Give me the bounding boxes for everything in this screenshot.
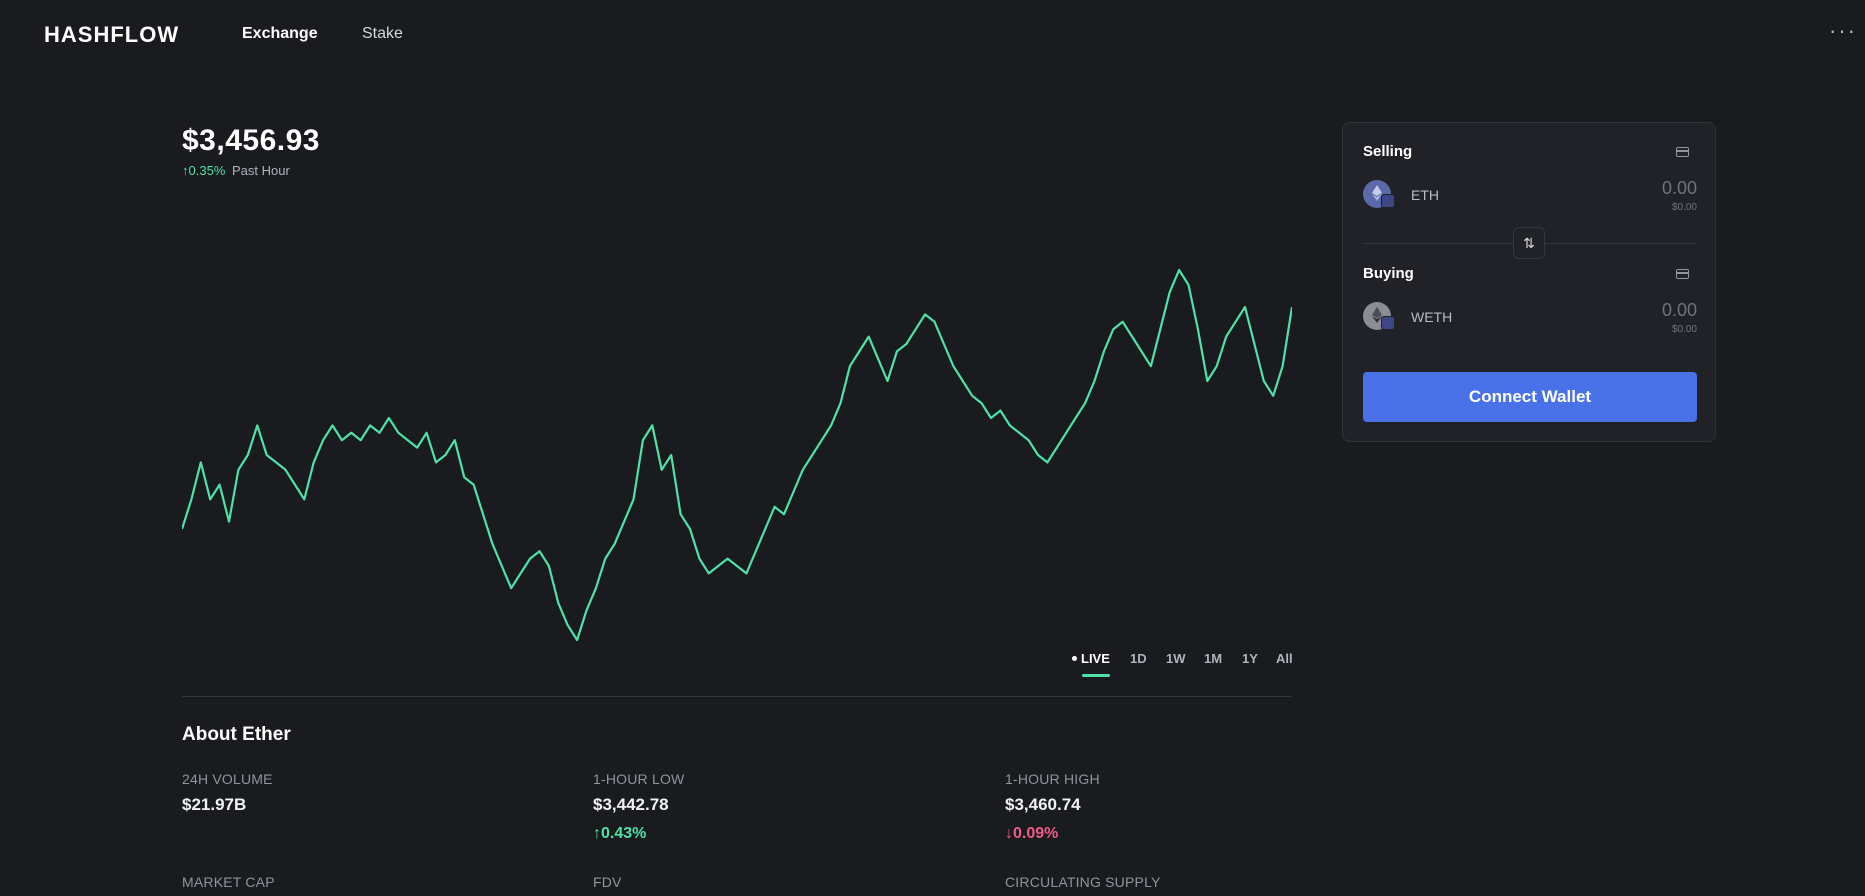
stat-value: $3,460.74	[1005, 795, 1081, 814]
price-change-period: Past Hour	[232, 163, 290, 178]
ethereum-diamond-icon	[1372, 185, 1382, 201]
chain-badge-icon	[1381, 316, 1395, 330]
stat-value: $3,442.78	[593, 795, 669, 814]
stat-change: ↑0.43%	[593, 825, 647, 842]
nav-stake[interactable]: Stake	[362, 25, 403, 42]
chain-badge-icon	[1381, 194, 1395, 208]
wallet-icon[interactable]	[1676, 269, 1689, 279]
stat-label: 24H VOLUME	[182, 771, 273, 787]
stat-label: 1-HOUR LOW	[593, 771, 685, 787]
stat-1h-low: 1-HOUR LOW $3,442.78 ↑0.43%	[593, 771, 684, 843]
connect-wallet-button[interactable]: Connect Wallet	[1363, 372, 1697, 422]
swap-card: Selling ETH 0.00 $0.00 ⇅ Buying	[1342, 122, 1716, 442]
token-price: $3,456.93	[182, 124, 320, 157]
range-live[interactable]: LIVE	[1072, 651, 1110, 666]
ethereum-diamond-icon	[1372, 307, 1382, 323]
buying-amount-input[interactable]: 0.00	[1661, 300, 1697, 320]
stat-label: FDV	[593, 874, 622, 890]
range-1d[interactable]: 1D	[1130, 651, 1147, 666]
stat-change: ↓0.09%	[1005, 825, 1059, 842]
buying-token-name: WETH	[1411, 309, 1453, 325]
stat-value: $21.97B	[182, 795, 247, 814]
range-1m[interactable]: 1M	[1204, 651, 1223, 666]
stat-label: 1-HOUR HIGH	[1005, 771, 1100, 787]
buying-token-row[interactable]: WETH 0.00 $0.00	[1363, 300, 1697, 335]
price-chart-svg	[182, 268, 1292, 642]
hashflow-logo[interactable]: HASHFLOW	[44, 22, 180, 47]
section-divider	[182, 696, 1292, 697]
stat-circulating-supply: CIRCULATING SUPPLY	[1005, 874, 1161, 890]
stat-label: MARKET CAP	[182, 874, 275, 890]
swap-direction-button[interactable]: ⇅	[1513, 227, 1545, 259]
live-dot-icon	[1072, 656, 1077, 662]
range-1y[interactable]: 1Y	[1242, 651, 1258, 666]
selling-amount-input[interactable]: 0.00	[1661, 178, 1697, 198]
selling-token-name: ETH	[1411, 187, 1439, 203]
range-live-label: LIVE	[1081, 651, 1110, 666]
chart-range-selector: LIVE 1D 1W 1M 1Y All	[1060, 651, 1300, 681]
stat-label: CIRCULATING SUPPLY	[1005, 874, 1161, 890]
stat-1h-high: 1-HOUR HIGH $3,460.74 ↓0.09%	[1005, 771, 1100, 843]
about-title: About Ether	[182, 724, 291, 745]
buying-label: Buying	[1363, 265, 1414, 282]
stat-24h-volume: 24H VOLUME $21.97B	[182, 771, 273, 815]
price-chart[interactable]	[182, 250, 1292, 650]
buying-usd-value: $0.00	[1671, 324, 1697, 335]
price-change-percent: ↑0.35%	[182, 163, 226, 178]
price-line	[182, 268, 1292, 642]
swap-arrows-icon: ⇅	[1523, 235, 1535, 251]
wallet-icon[interactable]	[1676, 147, 1689, 157]
more-horizontal-icon[interactable]: ···	[1829, 18, 1857, 43]
selling-usd-value: $0.00	[1671, 202, 1697, 213]
selling-label: Selling	[1363, 143, 1413, 160]
range-1w[interactable]: 1W	[1166, 651, 1186, 666]
range-all[interactable]: All	[1276, 651, 1293, 666]
nav-exchange[interactable]: Exchange	[242, 25, 318, 42]
price-change: ↑0.35% Past Hour	[182, 163, 290, 178]
selling-token-row[interactable]: ETH 0.00 $0.00	[1363, 178, 1697, 213]
stat-fdv: FDV	[593, 874, 622, 890]
range-active-indicator	[1082, 674, 1110, 677]
top-navigation: HASHFLOW Exchange Stake ···	[0, 0, 1865, 68]
stat-market-cap: MARKET CAP	[182, 874, 275, 890]
